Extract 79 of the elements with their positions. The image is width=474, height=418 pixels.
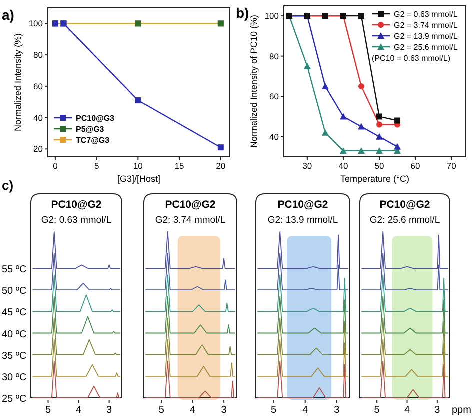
x-tick-label: 5 — [374, 405, 380, 416]
x-tick-label: 3 — [106, 405, 113, 416]
series-label: 55 ºC — [2, 264, 27, 276]
point — [340, 113, 347, 120]
legend-label: G2 = 0.63 mmol/L — [394, 10, 458, 19]
x-tick-label: 60 — [410, 161, 421, 171]
chart-subtitle: G2: 25.6 mmol/L — [370, 215, 440, 226]
x-tick-label: 5 — [45, 405, 52, 416]
x-tick-label: 5 — [271, 405, 278, 416]
point — [304, 62, 311, 70]
y-tick-label: 40 — [270, 132, 280, 142]
chart-title: PC10@G2 — [278, 199, 328, 211]
series-label: 40 ºC — [2, 329, 27, 340]
x-tick-label: 40 — [338, 161, 348, 171]
legend-label: G2 = 3.74 mmol/L — [394, 21, 458, 30]
point — [322, 129, 329, 136]
x-axis-title: ppm — [452, 405, 472, 416]
x-tick-label: 50 — [374, 161, 384, 171]
chart-subtitle: G2: 0.63 mmol/L — [41, 215, 112, 226]
y-tick-label: 20 — [34, 144, 44, 154]
y-tick-label: 100 — [264, 11, 280, 22]
x-tick-label: 70 — [446, 161, 457, 171]
point — [135, 98, 142, 104]
point — [358, 13, 364, 20]
point — [376, 122, 383, 128]
point — [340, 147, 347, 154]
point — [322, 83, 329, 90]
point — [394, 143, 402, 150]
x-tick-label: 3 — [334, 405, 340, 416]
point — [358, 84, 364, 90]
y-tick-label: 80 — [270, 51, 280, 62]
annotation: (PC10 = 0.63 mmol/L) — [372, 54, 451, 63]
chart-title: PC10@G2 — [380, 199, 430, 211]
point — [218, 144, 224, 151]
x-tick-label: 4 — [302, 405, 309, 416]
y-axis-title: Normalized Intensity of PC10 (%) — [249, 14, 259, 148]
series-label: 35 ºC — [2, 350, 27, 362]
chart-subtitle: G2: 13.9 mmol/L — [268, 215, 338, 226]
point — [358, 147, 365, 154]
x-tick-label: 15 — [174, 161, 185, 171]
point — [394, 118, 401, 124]
x-tick-label: 20 — [216, 161, 226, 171]
series-label: 45 ºC — [2, 308, 27, 319]
x-tick-label: 10 — [133, 161, 144, 171]
legend-label: G2 = 25.6 mmol/L — [394, 43, 458, 52]
y-tick-label: 80 — [34, 50, 44, 60]
legend-label: P5@G3 — [76, 125, 105, 134]
y-tick-label: 60 — [270, 92, 280, 102]
point — [358, 123, 365, 130]
x-tick-label: 30 — [302, 161, 312, 171]
x-axis-title: Temperature (°C) — [340, 174, 410, 184]
series-label: 25 ºC — [2, 394, 27, 405]
x-tick-label: 5 — [94, 161, 100, 171]
y-axis-title: Normalized Intensity (%) — [13, 33, 23, 132]
x-tick-label: 4 — [404, 405, 410, 416]
x-tick-label: 3 — [221, 405, 228, 416]
chart-title: PC10@G2 — [165, 199, 216, 211]
legend-label: PC10@G3 — [76, 114, 116, 123]
series-label: 50 ºC — [2, 286, 27, 298]
chart-title: b) — [236, 5, 250, 21]
y-tick-label: 100 — [28, 18, 44, 29]
y-tick-label: 40 — [34, 112, 44, 123]
series-label: 30 ºC — [2, 372, 27, 384]
legend-label: TC7@G3 — [76, 136, 110, 145]
legend-label: G2 = 13.9 mmol/L — [394, 32, 458, 41]
text: c) — [2, 178, 14, 193]
x-tick-label: 3 — [434, 405, 441, 416]
y-tick-label: 60 — [34, 81, 44, 92]
chart-title: PC10@G2 — [51, 199, 102, 211]
x-axis-title: [G3]/[Host] — [117, 174, 161, 184]
x-tick-label: 4 — [190, 405, 196, 416]
point — [376, 114, 383, 120]
x-tick-label: 5 — [158, 405, 165, 416]
point — [376, 133, 384, 140]
chart-subtitle: G2: 3.74 mmol/L — [155, 215, 226, 226]
chart-title: a) — [2, 7, 14, 23]
x-tick-label: 4 — [76, 405, 82, 416]
x-tick-label: 0 — [53, 161, 58, 171]
point — [376, 147, 384, 154]
